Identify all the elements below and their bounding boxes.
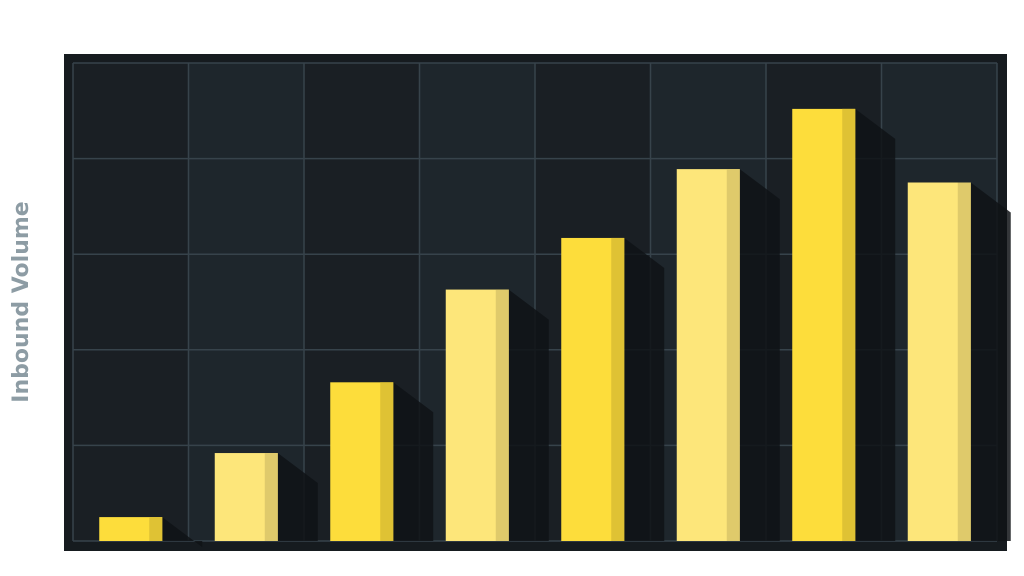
bars [99,108,1011,548]
bar-side [495,289,509,541]
bar-side [611,237,625,541]
bar-shadow [739,169,780,541]
y-axis-label: Inbound Volume [9,201,34,402]
plot-column [73,63,189,541]
bar-shadow [162,517,203,548]
bar-side [842,108,856,541]
bar-shadow [508,289,549,541]
bar-side [264,453,278,541]
bar [99,517,163,541]
bar-side [957,182,971,541]
bar-shadow [393,382,434,541]
bar-shadow [855,108,896,541]
bar-shadow [624,237,665,541]
bar-shadow [970,182,1011,541]
bar-side [726,169,740,541]
bar-side [149,517,163,541]
bar-side [380,382,394,541]
bar-shadow [277,453,318,541]
